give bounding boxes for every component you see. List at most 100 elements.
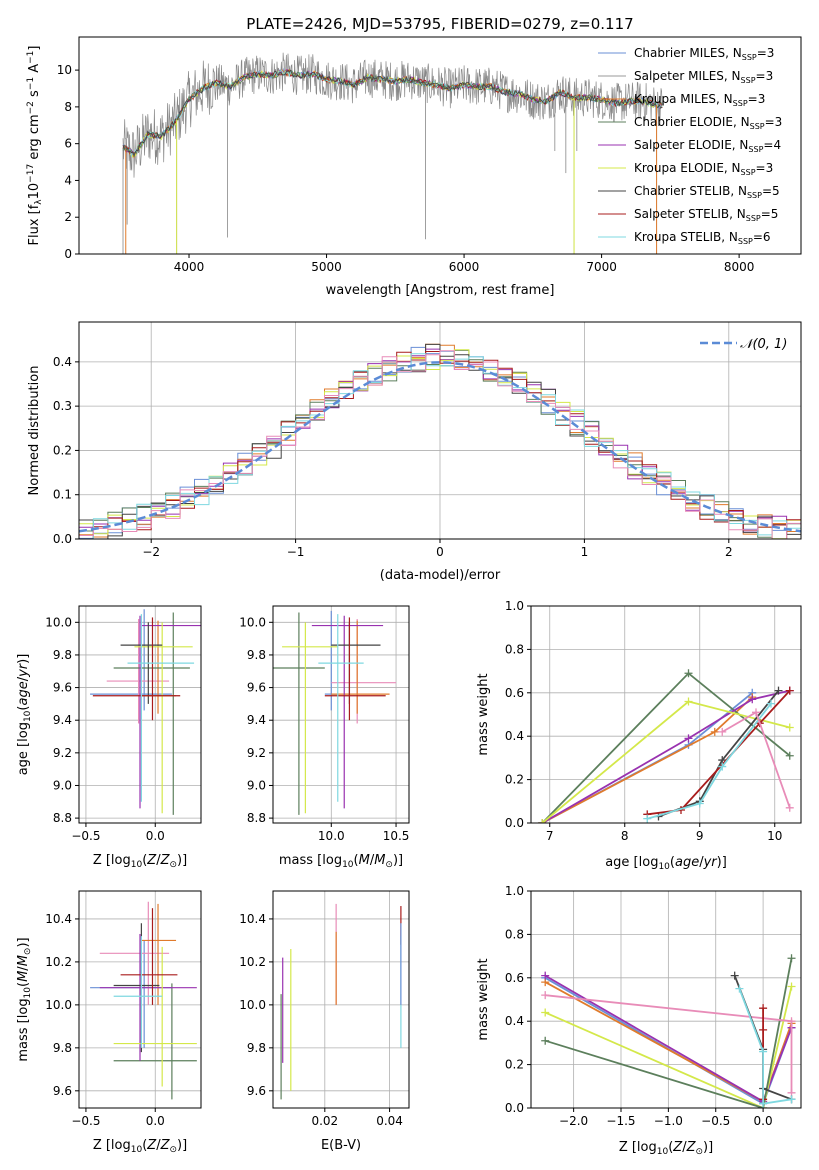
y-axis-label: Normed distribution [27, 366, 42, 496]
y-tick-label: 0.4 [505, 1014, 524, 1028]
x-tick-label: 0.0 [146, 1114, 165, 1128]
y-tick-label: 0.3 [53, 399, 72, 413]
y-tick-label: 9.6 [53, 1084, 72, 1098]
x-tick-label: 6000 [449, 260, 480, 274]
y-tick-label: 1.0 [505, 599, 524, 613]
x-axis-label: mass [log10(M/M⊙)] [279, 853, 403, 870]
y-tick-label: 8.8 [53, 811, 72, 825]
weight-marker [787, 1095, 796, 1104]
y-tick-label: 0.6 [505, 686, 524, 700]
weight-line [544, 986, 793, 1108]
y-axis-label: mass weight [476, 673, 491, 755]
y-tick-label: 0.0 [53, 532, 72, 546]
x-tick-label: 8 [621, 829, 629, 843]
legend: Chabrier MILES, NSSP=3 Salpeter MILES, NS… [598, 46, 782, 246]
legend-label: Salpeter MILES, NSSP=3 [634, 69, 773, 85]
axes-age_vs_Z: −0.5 0.0 8.8 9.0 9.2 9.4 9.6 9.8 10.0 [45, 605, 202, 843]
axes-frame [530, 890, 802, 1109]
y-axis-label: mass [log10(M/M⊙)] [16, 937, 33, 1061]
weight-marker [643, 814, 652, 823]
weight-line [541, 689, 791, 823]
x-tick-label: 5000 [311, 260, 342, 274]
x-tick-label: −0.5 [701, 1114, 730, 1128]
x-axis-label: Z [log10(Z/Z⊙)] [619, 1140, 713, 1157]
legend-label: 𝒩(0, 1) [740, 337, 787, 352]
y-tick-label: 0.4 [53, 355, 72, 369]
data-spectrum [122, 52, 663, 178]
weight-marker [767, 699, 775, 708]
weight-marker [759, 1004, 768, 1013]
x-tick-label: 7 [546, 829, 554, 843]
axes-frame [272, 605, 410, 824]
x-axis-label: Z [log10(Z/Z⊙)] [93, 1138, 187, 1155]
y-tick-label: 8.8 [247, 811, 266, 825]
x-tick-label: 0 [436, 545, 444, 559]
weight-marker [730, 971, 739, 980]
weight-marker [541, 971, 550, 980]
x-tick-label: 2 [725, 545, 733, 559]
y-tick-label: 2 [64, 210, 72, 224]
axes-massweight_vs_Z: −2.0 −1.5 −1.0 −0.5 0.0 0.0 0.2 0.4 0.6 0.8 1.0 [505, 884, 802, 1128]
axes-mass_vs_Z: −0.5 0.0 9.6 9.8 10.0 10.2 10.4 [45, 890, 202, 1128]
y-tick-label: 1.0 [505, 884, 524, 898]
legend-label: Kroupa MILES, NSSP=3 [634, 92, 765, 108]
model-spectrum [122, 69, 663, 159]
x-tick-label: 0.0 [754, 1114, 773, 1128]
y-tick-label: 0.4 [505, 729, 524, 743]
y-axis-label: mass weight [476, 958, 491, 1040]
y-tick-label: 10.0 [45, 615, 72, 629]
legend-label: Kroupa ELODIE, NSSP=3 [634, 161, 773, 177]
axes-residuals: −2 −1 0 1 2 0.0 0.1 0.2 0.3 0.4 𝒩(0, 1) [53, 321, 802, 559]
weight-marker [787, 982, 796, 991]
gaussian-curve [79, 361, 801, 533]
y-tick-label: 0.2 [505, 1058, 524, 1072]
weight-marker [718, 727, 727, 736]
axes-mass_vs_ebv: 0.02 0.04 9.6 9.8 10.0 10.2 10.4 [239, 890, 410, 1128]
weight-marker [695, 799, 704, 808]
axes-frame [78, 890, 202, 1109]
y-tick-label: 0.1 [53, 488, 72, 502]
weight-marker [684, 734, 693, 743]
weight-line [738, 988, 792, 1105]
model-spectrum [122, 69, 663, 158]
weight-marker [541, 1036, 550, 1045]
x-axis-label: (data-model)/error [380, 568, 501, 583]
weight-marker [684, 669, 693, 678]
x-tick-label: 0.0 [146, 829, 165, 843]
x-tick-label: 0.02 [311, 1114, 338, 1128]
x-tick-label: −1.0 [654, 1114, 683, 1128]
weight-marker [710, 727, 719, 736]
x-tick-label: 1 [581, 545, 589, 559]
x-tick-label: 10.5 [383, 829, 410, 843]
legend-label: Salpeter STELIB, NSSP=5 [634, 207, 778, 223]
x-tick-label: 10.0 [318, 829, 345, 843]
x-tick-label: 7000 [586, 260, 617, 274]
legend-label: Salpeter ELODIE, NSSP=4 [634, 138, 781, 154]
y-tick-label: 8 [64, 100, 72, 114]
y-tick-label: 10.0 [239, 998, 266, 1012]
axes-age_vs_mass: 10.0 10.5 8.8 9.0 9.2 9.4 9.6 9.8 10.0 [239, 605, 410, 843]
y-tick-label: 0.0 [505, 816, 524, 830]
weight-line [544, 958, 793, 1108]
y-tick-label: 10.0 [239, 615, 266, 629]
weight-marker [541, 991, 550, 1000]
x-tick-label: −2.0 [559, 1114, 588, 1128]
weight-marker [538, 819, 547, 823]
weight-line [541, 700, 791, 823]
y-tick-label: 0.8 [505, 642, 524, 656]
y-tick-label: 9.4 [247, 713, 266, 727]
weight-marker [541, 1008, 550, 1017]
y-tick-label: 9.6 [53, 681, 72, 695]
plot-area [122, 52, 663, 254]
y-tick-label: 0.8 [505, 927, 524, 941]
y-tick-label: 9.0 [247, 778, 266, 792]
y-tick-label: 10.2 [45, 955, 72, 969]
y-tick-label: 10.2 [239, 955, 266, 969]
y-tick-label: 10.0 [45, 998, 72, 1012]
weight-marker [785, 803, 794, 812]
legend-label: Chabrier ELODIE, NSSP=3 [634, 115, 782, 131]
legend-label: Chabrier MILES, NSSP=3 [634, 46, 774, 62]
x-axis-label: Z [log10(Z/Z⊙)] [93, 853, 187, 870]
y-tick-label: 0.0 [505, 1101, 524, 1115]
x-tick-label: 4000 [174, 260, 205, 274]
